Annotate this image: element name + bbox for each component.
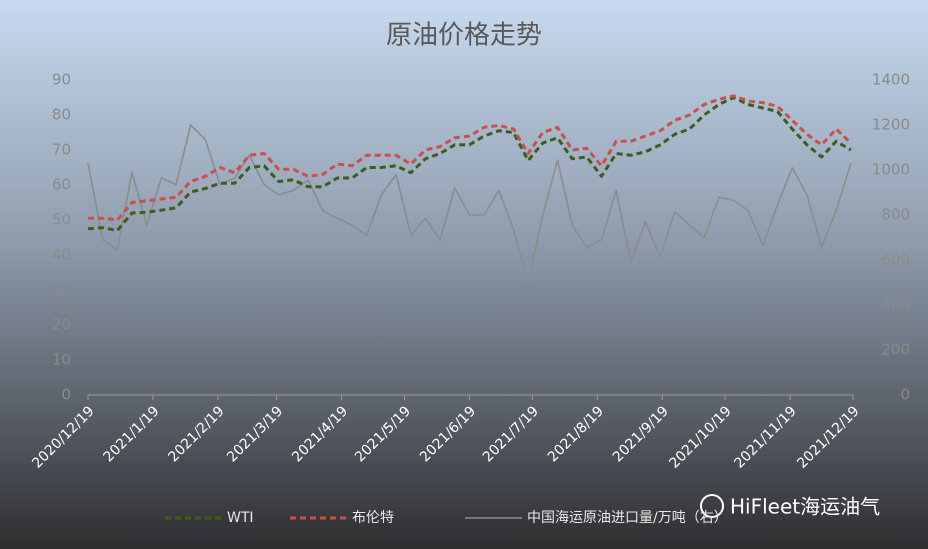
series-line	[88, 94, 852, 222]
y2-tick-label: 0	[900, 386, 910, 404]
y-tick-label: 50	[52, 211, 71, 229]
watermark-icon	[700, 494, 724, 518]
y2-tick-label: 1200	[872, 116, 910, 134]
y-tick-label: 10	[52, 351, 71, 369]
legend-label: 中国海运原油进口量/万吨（右）	[527, 510, 728, 526]
y2-tick-label: 800	[881, 206, 910, 224]
y-tick-label: 70	[52, 141, 71, 159]
y-tick-label: 80	[52, 106, 71, 124]
y2-tick-label: 200	[881, 341, 910, 359]
y-tick-label: 30	[52, 281, 71, 299]
y2-tick-label: 1000	[872, 161, 910, 179]
watermark: HiFleet海运油气	[700, 494, 880, 519]
series-line	[87, 96, 852, 232]
y-tick-label: 0	[61, 386, 71, 404]
y2-tick-label: 600	[881, 251, 910, 269]
y-tick-label: 90	[52, 71, 71, 89]
y-tick-label: 20	[52, 316, 71, 334]
y2-tick-label: 400	[881, 296, 910, 314]
y-tick-label: 60	[52, 176, 71, 194]
watermark-text: HiFleet海运油气	[730, 495, 880, 519]
y-tick-label: 40	[52, 246, 71, 264]
legend-label: WTI	[227, 510, 254, 526]
chart-title: 原油价格走势	[386, 21, 542, 51]
legend-label: 布伦特	[352, 510, 394, 526]
y2-tick-label: 1400	[872, 71, 910, 89]
